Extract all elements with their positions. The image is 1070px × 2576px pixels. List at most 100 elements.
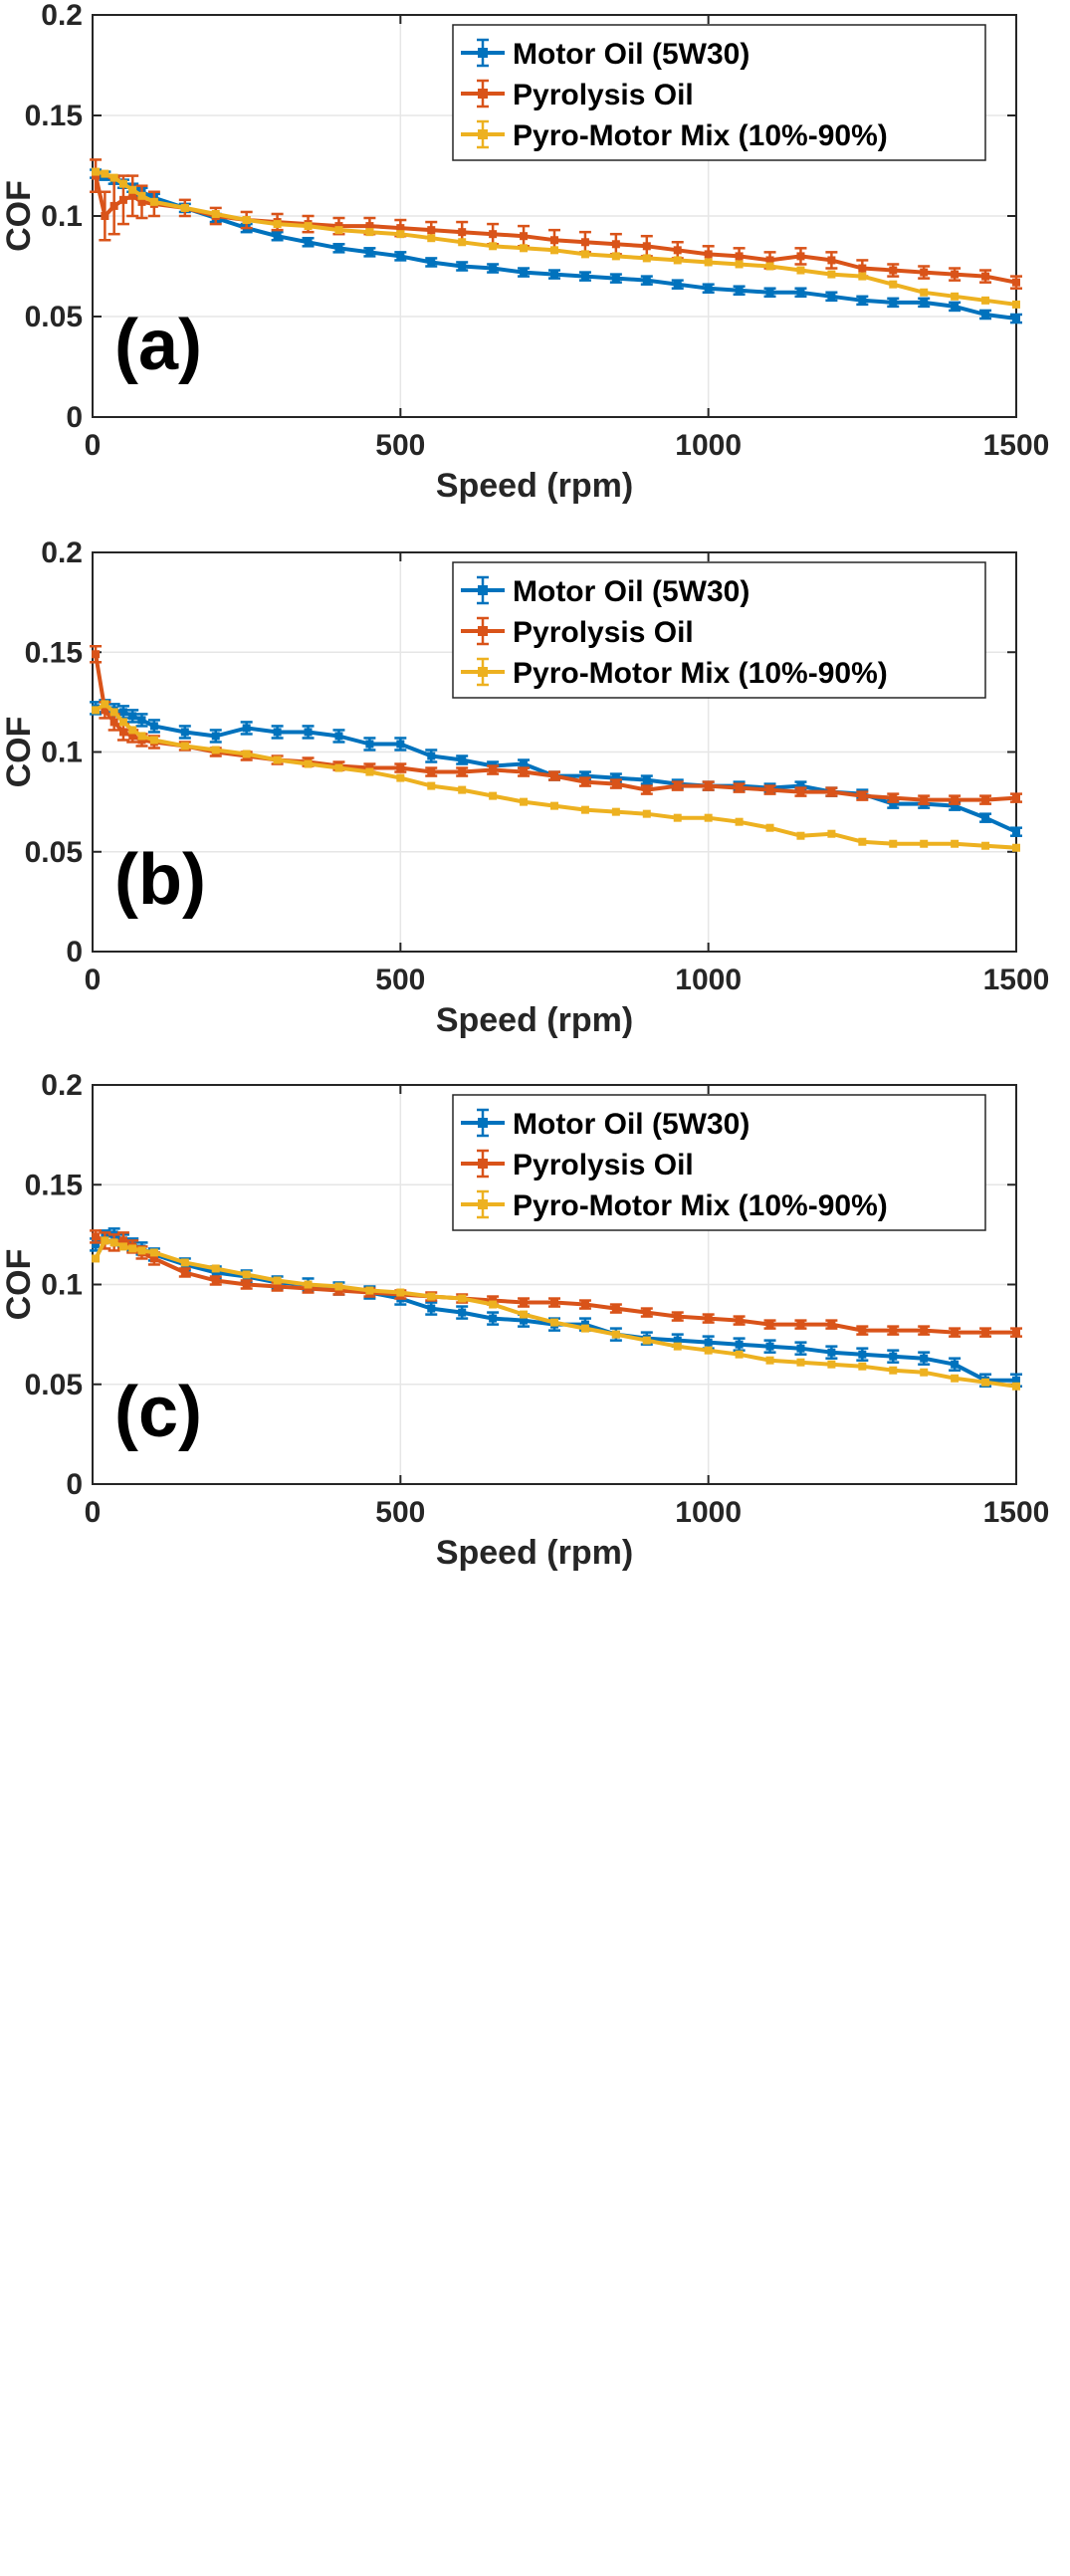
data-point xyxy=(735,1316,744,1325)
data-point xyxy=(458,767,467,776)
data-point xyxy=(796,1344,805,1353)
data-point xyxy=(1012,843,1020,852)
data-point xyxy=(858,1326,867,1335)
data-point xyxy=(580,1324,589,1333)
data-point xyxy=(396,763,405,772)
data-point xyxy=(765,823,774,832)
y-axis-label: COF xyxy=(0,717,38,788)
y-tick-label: 0.2 xyxy=(41,537,83,569)
data-point xyxy=(427,258,436,267)
y-tick-label: 0.05 xyxy=(25,1369,83,1401)
data-point xyxy=(1012,300,1020,309)
data-point xyxy=(735,783,744,792)
data-point xyxy=(611,1330,620,1339)
data-point xyxy=(365,767,374,776)
data-point xyxy=(180,728,189,737)
data-point xyxy=(704,813,713,822)
data-point xyxy=(334,732,343,741)
data-point xyxy=(118,718,127,727)
data-point xyxy=(735,817,744,826)
data-point xyxy=(118,708,127,717)
data-point xyxy=(118,728,127,737)
x-tick-label: 1500 xyxy=(983,1496,1050,1529)
data-point xyxy=(951,1360,960,1369)
data-point xyxy=(427,234,436,243)
data-point xyxy=(1012,315,1020,323)
data-point xyxy=(704,781,713,790)
y-axis-label: COF xyxy=(0,1249,38,1321)
legend-label: Motor Oil (5W30) xyxy=(513,1108,749,1141)
data-point xyxy=(951,795,960,804)
data-point xyxy=(109,708,118,717)
data-point xyxy=(796,1358,805,1367)
data-point xyxy=(951,270,960,279)
series-2 xyxy=(92,1236,1020,1391)
y-tick-label: 0.15 xyxy=(25,100,83,132)
legend-entry: Pyrolysis Oil xyxy=(461,616,694,649)
data-point xyxy=(550,1298,558,1307)
data-point xyxy=(109,718,118,727)
data-point xyxy=(735,1340,744,1349)
data-point xyxy=(981,795,990,804)
data-point xyxy=(611,807,620,816)
data-point xyxy=(304,759,313,768)
data-point xyxy=(242,216,251,225)
data-point xyxy=(704,258,713,267)
data-point xyxy=(981,1378,990,1387)
data-point xyxy=(827,1360,836,1369)
data-point xyxy=(889,266,898,275)
data-point xyxy=(765,1356,774,1365)
x-tick-label: 500 xyxy=(375,964,425,996)
data-point xyxy=(673,813,682,822)
data-point xyxy=(180,203,189,212)
data-point xyxy=(520,268,529,277)
data-point xyxy=(858,272,867,281)
data-point xyxy=(550,771,558,780)
data-point xyxy=(889,1352,898,1361)
data-point xyxy=(334,763,343,772)
x-tick-label: 1000 xyxy=(675,964,742,996)
y-tick-label: 0.1 xyxy=(41,1269,83,1302)
data-point xyxy=(642,1308,651,1317)
x-axis-label: Speed (rpm) xyxy=(436,1534,633,1572)
data-point xyxy=(101,700,109,709)
data-point xyxy=(101,1236,109,1245)
data-point xyxy=(735,260,744,269)
x-tick-label: 1500 xyxy=(983,964,1050,996)
data-point xyxy=(137,732,146,741)
data-point xyxy=(304,1284,313,1293)
data-point xyxy=(611,773,620,782)
data-point xyxy=(211,746,220,754)
data-point xyxy=(1012,278,1020,287)
data-point xyxy=(128,712,137,721)
data-point xyxy=(211,1276,220,1285)
y-tick-label: 0.05 xyxy=(25,301,83,333)
data-point xyxy=(396,1288,405,1297)
data-point xyxy=(796,831,805,840)
data-point xyxy=(211,1264,220,1273)
data-point xyxy=(180,1268,189,1277)
data-point xyxy=(704,250,713,259)
legend-label: Pyrolysis Oil xyxy=(513,79,694,111)
data-point xyxy=(920,288,929,297)
data-point xyxy=(1012,1328,1020,1337)
series-2 xyxy=(92,700,1020,852)
data-point xyxy=(580,805,589,814)
legend-entry: Motor Oil (5W30) xyxy=(461,1108,749,1141)
data-point xyxy=(101,706,109,715)
data-point xyxy=(520,232,529,241)
data-point xyxy=(920,268,929,277)
x-axis-label: Speed (rpm) xyxy=(436,1001,633,1039)
data-point xyxy=(304,728,313,737)
data-point xyxy=(396,740,405,749)
data-point xyxy=(981,1328,990,1337)
data-point xyxy=(334,244,343,253)
data-point xyxy=(704,1346,713,1355)
data-point xyxy=(1012,1376,1020,1385)
data-point xyxy=(273,1282,282,1291)
data-point xyxy=(550,246,558,255)
data-point xyxy=(137,197,146,206)
data-point xyxy=(149,722,158,731)
data-point xyxy=(92,650,101,659)
